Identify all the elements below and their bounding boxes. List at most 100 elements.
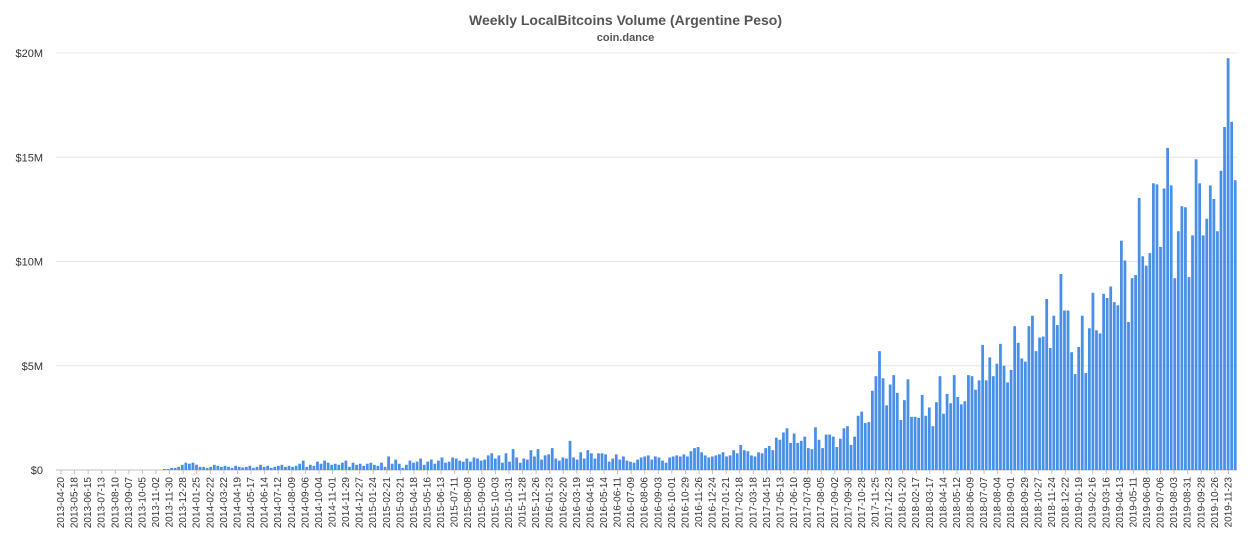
bar[interactable] (586, 450, 590, 470)
bar[interactable] (803, 436, 807, 470)
bar[interactable] (301, 460, 305, 470)
bar[interactable] (856, 415, 860, 470)
bar[interactable] (967, 375, 970, 470)
bar[interactable] (412, 462, 415, 470)
bar[interactable] (1020, 358, 1024, 470)
bar[interactable] (1176, 231, 1180, 470)
bar[interactable] (1063, 310, 1066, 470)
bar[interactable] (767, 446, 771, 470)
bar[interactable] (1109, 286, 1113, 470)
bar[interactable] (540, 459, 543, 470)
bar[interactable] (298, 463, 302, 470)
bar[interactable] (725, 456, 728, 470)
bar[interactable] (1169, 185, 1173, 470)
bar[interactable] (308, 464, 312, 470)
bar[interactable] (490, 453, 494, 470)
bar[interactable] (746, 451, 750, 470)
bar[interactable] (173, 467, 177, 470)
bar[interactable] (764, 448, 768, 470)
bar[interactable] (888, 384, 892, 470)
bar[interactable] (433, 463, 437, 470)
bar[interactable] (543, 455, 547, 470)
bar[interactable] (881, 378, 885, 470)
bar[interactable] (714, 455, 718, 470)
bar[interactable] (654, 456, 657, 470)
bar[interactable] (472, 457, 476, 470)
bar[interactable] (255, 466, 259, 470)
bar[interactable] (550, 448, 554, 470)
bar[interactable] (397, 463, 401, 470)
bar[interactable] (942, 413, 945, 470)
bar[interactable] (333, 463, 337, 470)
bar[interactable] (230, 467, 234, 470)
bar[interactable] (878, 351, 881, 470)
bar[interactable] (312, 465, 316, 470)
bar[interactable] (429, 459, 433, 470)
bar[interactable] (461, 461, 465, 470)
bar[interactable] (234, 465, 238, 470)
bar[interactable] (536, 449, 540, 470)
bar[interactable] (184, 462, 188, 470)
bar[interactable] (1152, 183, 1155, 470)
bar[interactable] (404, 464, 408, 470)
bar[interactable] (718, 454, 721, 470)
bar[interactable] (678, 456, 682, 470)
bar[interactable] (469, 461, 472, 470)
bar[interactable] (853, 436, 856, 470)
bar[interactable] (326, 462, 330, 470)
bar[interactable] (493, 458, 497, 470)
bar[interactable] (710, 456, 714, 470)
bar[interactable] (867, 422, 871, 470)
bar[interactable] (408, 460, 412, 470)
bar[interactable] (863, 423, 867, 470)
bar[interactable] (668, 457, 672, 470)
bar[interactable] (280, 464, 284, 470)
bar[interactable] (348, 466, 351, 470)
bar[interactable] (444, 462, 447, 470)
bar[interactable] (860, 411, 864, 470)
bar[interactable] (703, 455, 707, 470)
bar[interactable] (1009, 369, 1013, 470)
bar[interactable] (707, 457, 711, 470)
bar[interactable] (999, 343, 1002, 470)
bar[interactable] (988, 357, 992, 470)
bar[interactable] (1031, 315, 1034, 470)
bar[interactable] (1116, 305, 1120, 470)
bar[interactable] (216, 465, 220, 470)
bar[interactable] (1130, 278, 1134, 470)
bar[interactable] (1080, 315, 1084, 470)
bar[interactable] (501, 462, 504, 470)
bar[interactable] (451, 457, 455, 470)
bar[interactable] (1016, 342, 1020, 470)
bar[interactable] (244, 466, 248, 470)
bar[interactable] (582, 458, 586, 470)
bar[interactable] (259, 464, 262, 470)
bar[interactable] (355, 464, 358, 470)
bar[interactable] (479, 460, 483, 470)
bar[interactable] (1098, 333, 1102, 470)
bar[interactable] (1159, 246, 1162, 470)
bar[interactable] (920, 394, 924, 470)
bar[interactable] (1233, 180, 1237, 470)
bar[interactable] (458, 460, 462, 470)
bar[interactable] (629, 461, 632, 470)
bar[interactable] (557, 460, 561, 470)
bar[interactable] (842, 428, 846, 470)
bar[interactable] (337, 464, 341, 470)
bar[interactable] (621, 456, 625, 470)
bar[interactable] (163, 468, 166, 470)
bar[interactable] (600, 453, 604, 470)
bar[interactable] (917, 417, 921, 470)
bar[interactable] (771, 450, 775, 470)
bar[interactable] (814, 427, 817, 470)
bar[interactable] (383, 466, 387, 470)
bar[interactable] (316, 461, 319, 470)
bar[interactable] (817, 439, 821, 470)
bar[interactable] (387, 456, 390, 470)
bar[interactable] (1041, 336, 1045, 470)
bar[interactable] (870, 390, 874, 470)
bar[interactable] (294, 465, 298, 470)
bar[interactable] (376, 465, 380, 470)
bar[interactable] (846, 426, 849, 470)
bar[interactable] (700, 452, 704, 470)
